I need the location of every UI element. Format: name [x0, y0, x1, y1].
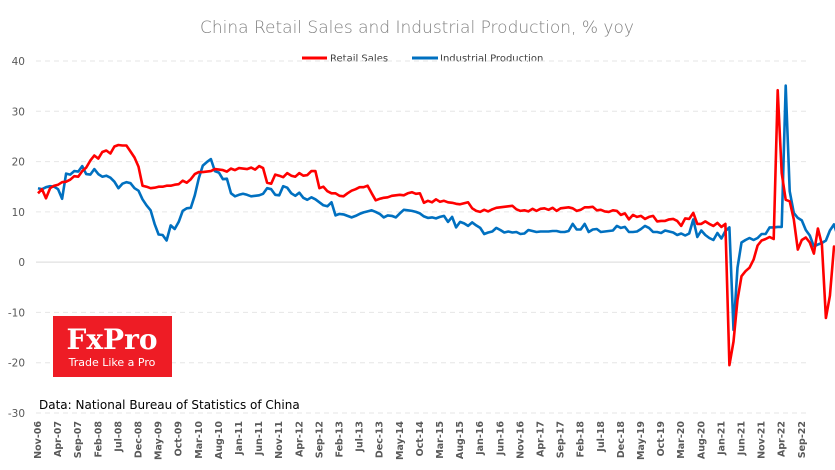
x-tick-label: Jul-08 [113, 421, 124, 453]
y-tick-label: 20 [12, 157, 25, 169]
legend-label-retail-sales: Retail Sales [330, 54, 388, 65]
x-tick-label: Dec-08 [134, 421, 145, 459]
x-tick-label: Oct-14 [415, 421, 426, 457]
x-tick-label: Jul-18 [596, 421, 607, 453]
x-tick-label: Jun-16 [495, 421, 506, 457]
x-tick-label: Jun-21 [737, 421, 748, 456]
x-tick-label: Sep-17 [556, 421, 567, 458]
x-tick-label: Jan-16 [475, 421, 486, 456]
x-tick-label: Aug-20 [696, 421, 707, 459]
x-tick-label: Jul-13 [355, 421, 366, 453]
legend-item-retail-sales[interactable]: Retail Sales [302, 54, 388, 65]
legend-label-industrial-production: Industrial Production [440, 54, 543, 65]
legend-item-industrial-production[interactable]: Industrial Production [412, 54, 543, 65]
x-tick-label: May-09 [154, 421, 165, 460]
y-tick-label: 30 [12, 106, 25, 118]
x-tick-label: Jan-21 [716, 421, 727, 456]
x-tick-label: Mar-15 [435, 421, 446, 459]
legend: Retail Sales Industrial Production [302, 54, 543, 65]
data-source-note: Data: National Bureau of Statistics of C… [39, 398, 300, 412]
x-tick-label: Nov-11 [274, 421, 285, 459]
x-tick-label: Feb-13 [335, 421, 346, 458]
series-line-retail-sales [37, 88, 835, 367]
x-tick-label: Mar-20 [676, 421, 687, 459]
logo-brand: FxPro [66, 323, 157, 356]
x-tick-label: May-19 [636, 421, 647, 460]
y-tick-label: -20 [8, 358, 25, 370]
series-lines [37, 84, 835, 367]
x-tick-label: Apr-12 [294, 421, 305, 457]
logo-tagline: Trade Like a Pro [68, 356, 156, 369]
x-tick-label: Jan-11 [234, 421, 245, 456]
x-tick-label: Sep-07 [73, 421, 84, 458]
x-tick-label: Feb-18 [576, 421, 587, 458]
logo-background [53, 316, 172, 377]
x-tick-label: May-14 [395, 421, 406, 460]
x-tick-label: Aug-15 [455, 421, 466, 459]
x-tick-label: Nov-21 [757, 421, 768, 459]
x-tick-label: Aug-10 [214, 421, 225, 459]
y-tick-label: -30 [8, 408, 25, 420]
x-tick-label: Feb-08 [93, 421, 104, 458]
x-tick-label: Apr-07 [53, 421, 64, 457]
y-tick-label: 10 [12, 207, 25, 219]
y-tick-label: -10 [8, 307, 25, 319]
series-line-industrial-production [37, 84, 835, 332]
x-tick-label: Mar-10 [194, 421, 205, 459]
chart-title: China Retail Sales and Industrial Produc… [200, 18, 634, 38]
x-tick-label: Apr-17 [536, 421, 547, 457]
x-tick-label: Oct-09 [174, 421, 185, 456]
x-tick-label: Nov-16 [515, 421, 526, 459]
y-axis: 40 30 20 10 0 -10 -20 -30 [8, 56, 25, 420]
x-tick-label: Jun-11 [254, 421, 265, 456]
x-tick-label: Sep-22 [797, 421, 808, 458]
x-tick-label: Dec-18 [616, 421, 627, 459]
x-tick-label: Nov-06 [33, 421, 44, 459]
x-tick-label: Oct-19 [656, 421, 667, 456]
x-tick-label: Dec-13 [375, 421, 386, 458]
x-axis: Nov-06 Apr-07 Sep-07 Feb-08 Jul-08 Dec-08 May-… [33, 421, 808, 460]
y-tick-label: 40 [12, 56, 25, 68]
x-tick-label: Sep-12 [314, 421, 325, 458]
x-tick-label: Apr-22 [777, 421, 788, 457]
y-tick-label: 0 [18, 257, 25, 269]
fxpro-logo: FxPro Trade Like a Pro [53, 316, 172, 377]
